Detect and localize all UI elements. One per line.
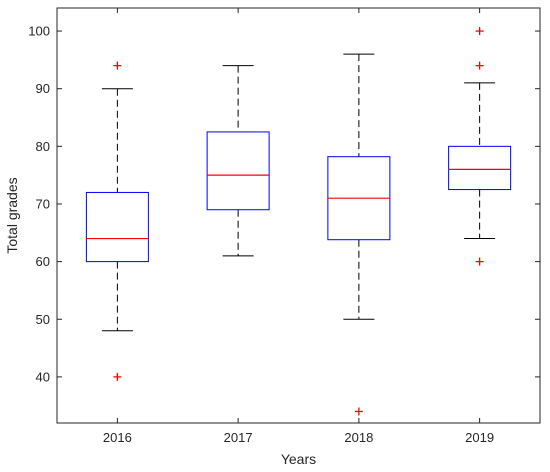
outlier-marker xyxy=(475,257,484,266)
plot-area xyxy=(56,7,541,424)
x-tick-label: 2017 xyxy=(224,430,253,445)
boxes-group xyxy=(85,27,512,416)
y-tick-label: 60 xyxy=(36,254,50,269)
y-tick-label: 50 xyxy=(36,312,50,327)
y-tick-label: 80 xyxy=(36,139,50,154)
axis-ticks: 40 50 60 70 80 90 100 2016 2017 2018 2019 xyxy=(28,8,540,445)
box-2019 xyxy=(448,27,512,266)
y-tick-label: 90 xyxy=(36,81,50,96)
box-2017 xyxy=(206,65,270,257)
y-tick-label: 40 xyxy=(36,369,50,384)
outlier-marker xyxy=(475,61,484,70)
y-axis-label: Total grades xyxy=(4,177,20,253)
box-2018 xyxy=(327,53,391,416)
outlier-marker xyxy=(475,27,484,36)
x-tick-label: 2019 xyxy=(465,430,494,445)
x-tick-label: 2016 xyxy=(103,430,132,445)
y-tick-label: 100 xyxy=(28,24,50,39)
outlier-marker xyxy=(354,407,363,416)
iqr-box xyxy=(448,145,512,191)
iqr-box xyxy=(206,131,270,211)
y-tick-label: 70 xyxy=(36,196,50,211)
outlier-marker xyxy=(113,372,122,381)
x-tick-label: 2018 xyxy=(344,430,373,445)
x-axis-label: Years xyxy=(281,451,316,467)
iqr-box xyxy=(85,191,149,263)
box-2016 xyxy=(85,61,149,381)
outlier-marker xyxy=(113,61,122,70)
